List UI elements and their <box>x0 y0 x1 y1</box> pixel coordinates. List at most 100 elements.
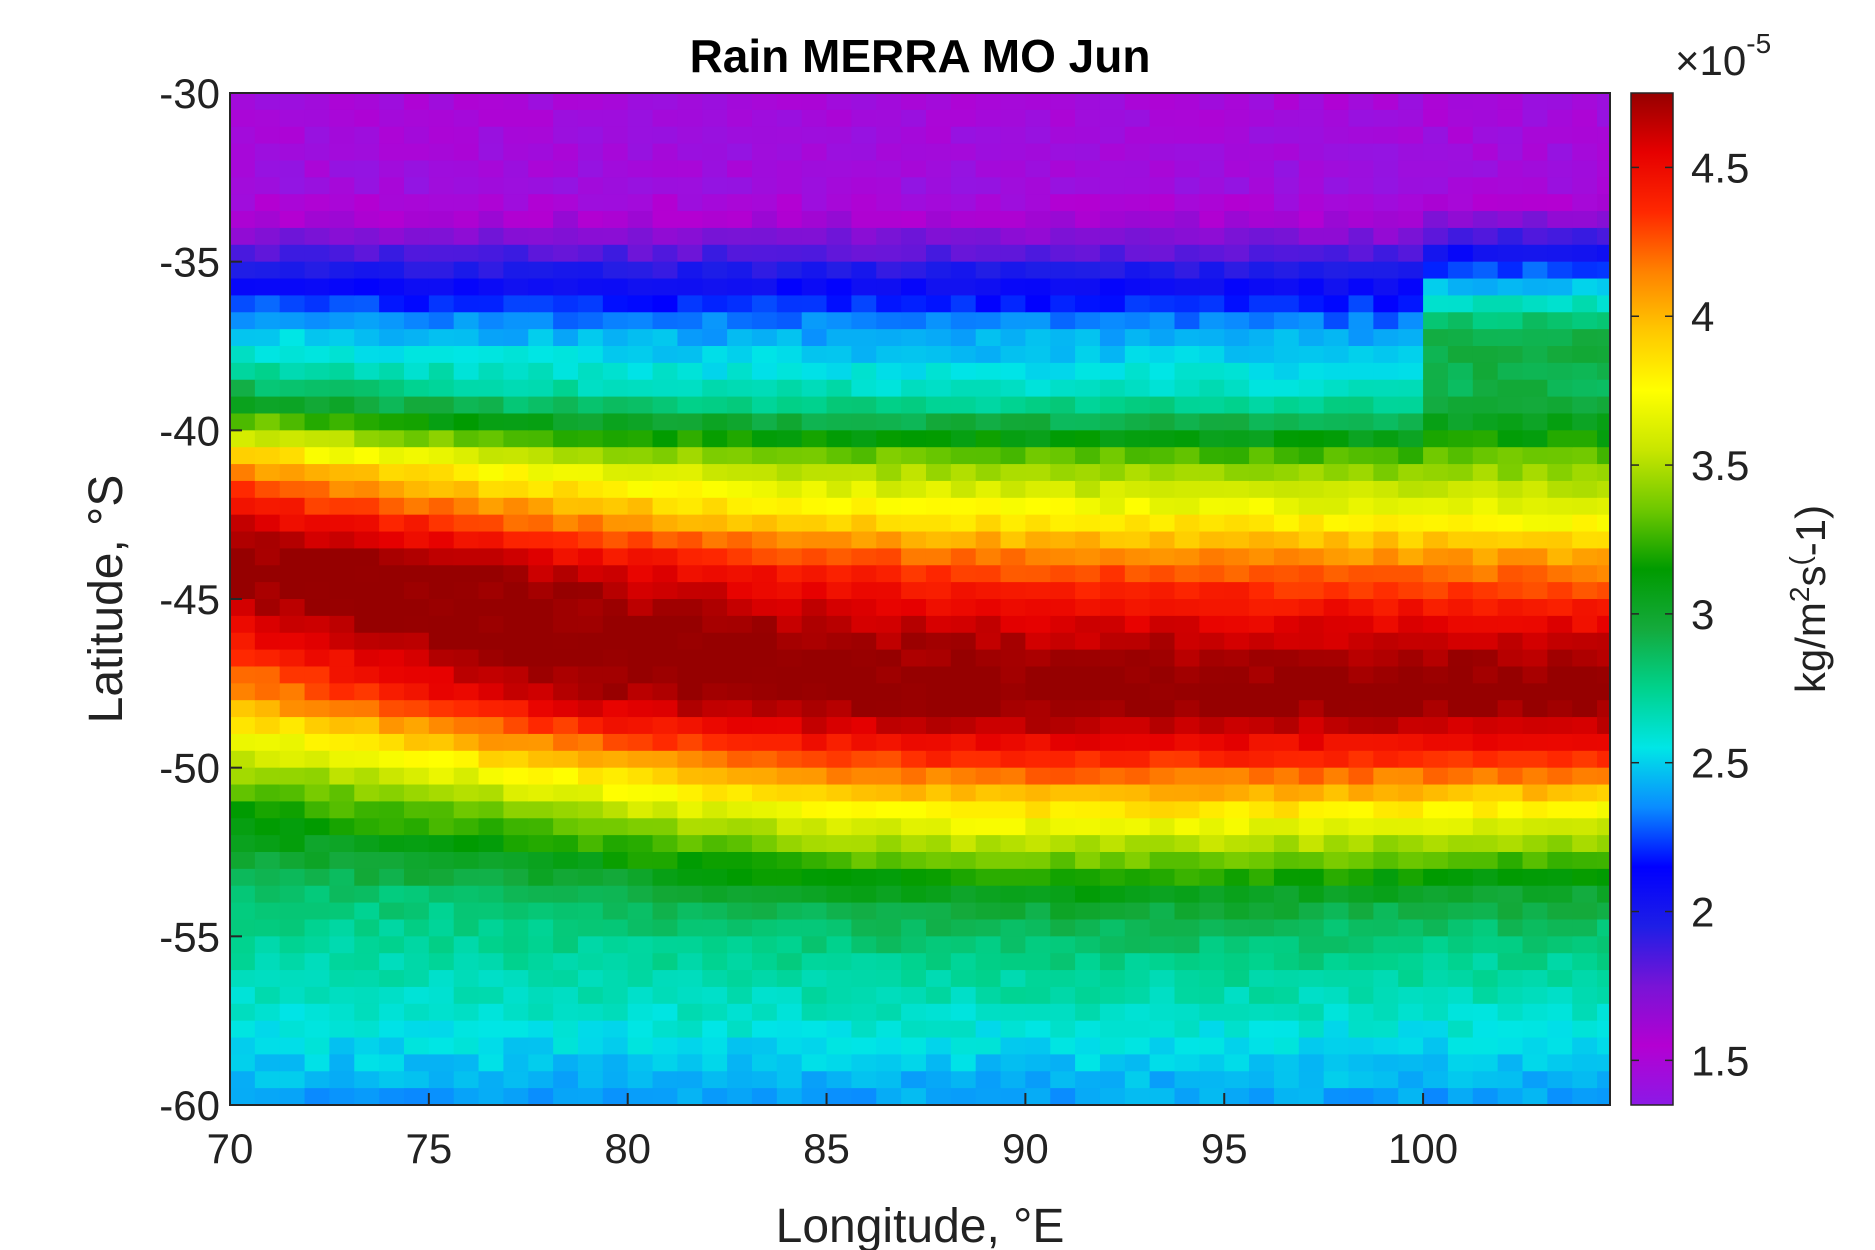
heatmap-cell <box>1398 278 1424 296</box>
heatmap-cell <box>727 1003 753 1022</box>
heatmap-cell <box>553 1037 579 1055</box>
heatmap-cell <box>478 582 505 600</box>
heatmap-cell <box>1298 801 1325 819</box>
heatmap-cell <box>801 953 828 971</box>
heatmap-cell <box>1447 480 1474 499</box>
heatmap-cell <box>1149 362 1176 381</box>
heatmap-cell <box>901 244 927 263</box>
heatmap-cell <box>751 177 778 195</box>
heatmap-cell <box>503 1020 529 1039</box>
heatmap-cell <box>1000 700 1026 718</box>
heatmap-cell <box>652 1054 679 1072</box>
heatmap-cell <box>1075 497 1101 516</box>
heatmap-cell <box>230 379 256 398</box>
heatmap-cell <box>776 261 803 280</box>
heatmap-cell <box>975 733 1002 752</box>
heatmap-cell <box>602 767 629 786</box>
heatmap-cell <box>1472 447 1499 465</box>
heatmap-cell <box>553 936 579 954</box>
heatmap-cell <box>1099 818 1126 836</box>
heatmap-cell <box>354 1088 380 1106</box>
heatmap-cell <box>602 1020 629 1039</box>
heatmap-cell <box>801 733 828 752</box>
heatmap-cell <box>1447 599 1474 617</box>
heatmap-cell <box>1174 194 1200 212</box>
heatmap-cell <box>776 1020 803 1039</box>
heatmap-cell <box>428 835 455 853</box>
heatmap-cell <box>428 666 455 684</box>
heatmap-cell <box>1447 986 1474 1005</box>
heatmap-cell <box>528 227 554 246</box>
heatmap-cell <box>727 615 753 634</box>
heatmap-cell <box>354 126 380 145</box>
heatmap-cell <box>503 818 529 836</box>
heatmap-cell <box>428 852 455 870</box>
heatmap-cell <box>1199 852 1225 870</box>
heatmap-cell <box>1174 953 1200 971</box>
heatmap-cell <box>553 1054 579 1072</box>
heatmap-cell <box>652 480 679 499</box>
heatmap-cell <box>1149 447 1176 465</box>
heatmap-cell <box>1075 430 1101 448</box>
heatmap-cell <box>230 649 256 668</box>
heatmap-cell <box>428 295 455 313</box>
heatmap-cell <box>1522 109 1548 128</box>
heatmap-cell <box>1249 329 1275 347</box>
heatmap-cell <box>801 1071 828 1089</box>
heatmap-cell <box>1050 447 1076 465</box>
heatmap-cell <box>1249 599 1275 617</box>
heatmap-cell <box>1199 700 1225 718</box>
heatmap-cell <box>1447 430 1474 448</box>
heatmap-cell <box>1149 497 1176 516</box>
heatmap-cell <box>428 430 455 448</box>
heatmap-cell <box>1124 379 1151 398</box>
heatmap-cell <box>1572 447 1598 465</box>
heatmap-cell <box>354 329 380 347</box>
heatmap-cell <box>727 143 753 162</box>
heatmap-cell <box>702 379 728 398</box>
heatmap-cell <box>801 565 828 583</box>
heatmap-cell <box>702 362 728 381</box>
heatmap-cell <box>1323 700 1350 718</box>
heatmap-cell <box>503 1054 529 1072</box>
heatmap-cell <box>1249 1054 1275 1072</box>
heatmap-cell <box>577 194 604 212</box>
heatmap-cell <box>1075 582 1101 600</box>
heatmap-cell <box>1572 480 1598 499</box>
heatmap-cell <box>1323 548 1350 566</box>
heatmap-cell <box>304 986 331 1005</box>
heatmap-cell <box>652 211 679 229</box>
y-tick-label: -30 <box>159 70 220 117</box>
heatmap-cell <box>751 480 778 499</box>
heatmap-cell <box>801 126 828 145</box>
heatmap-cell <box>1124 227 1151 246</box>
heatmap-cell <box>254 1088 281 1106</box>
heatmap-cell <box>1149 548 1176 566</box>
heatmap-cell <box>602 109 629 128</box>
heatmap-cell <box>702 582 728 600</box>
heatmap-cell <box>1497 936 1524 954</box>
heatmap-cell <box>354 346 380 364</box>
heatmap-cell <box>702 733 728 752</box>
heatmap-cell <box>428 312 455 330</box>
heatmap-cell <box>751 194 778 212</box>
heatmap-cell <box>627 902 654 921</box>
heatmap-cell <box>553 312 579 330</box>
heatmap-cell <box>403 109 430 128</box>
heatmap-cell <box>901 919 927 937</box>
heatmap-cell <box>1199 143 1225 162</box>
heatmap-cell <box>1249 919 1275 937</box>
heatmap-cell <box>801 244 828 263</box>
heatmap-cell <box>230 109 256 128</box>
heatmap-cell <box>354 143 380 162</box>
heatmap-cell <box>627 295 654 313</box>
heatmap-cell <box>329 227 355 246</box>
heatmap-cell <box>627 1088 654 1106</box>
heatmap-cell <box>1298 936 1325 954</box>
heatmap-cell <box>901 733 927 752</box>
heatmap-cell <box>254 599 281 617</box>
heatmap-cell <box>975 548 1002 566</box>
heatmap-cell <box>1547 480 1573 499</box>
heatmap-cell <box>1075 548 1101 566</box>
heatmap-cell <box>1472 1054 1499 1072</box>
